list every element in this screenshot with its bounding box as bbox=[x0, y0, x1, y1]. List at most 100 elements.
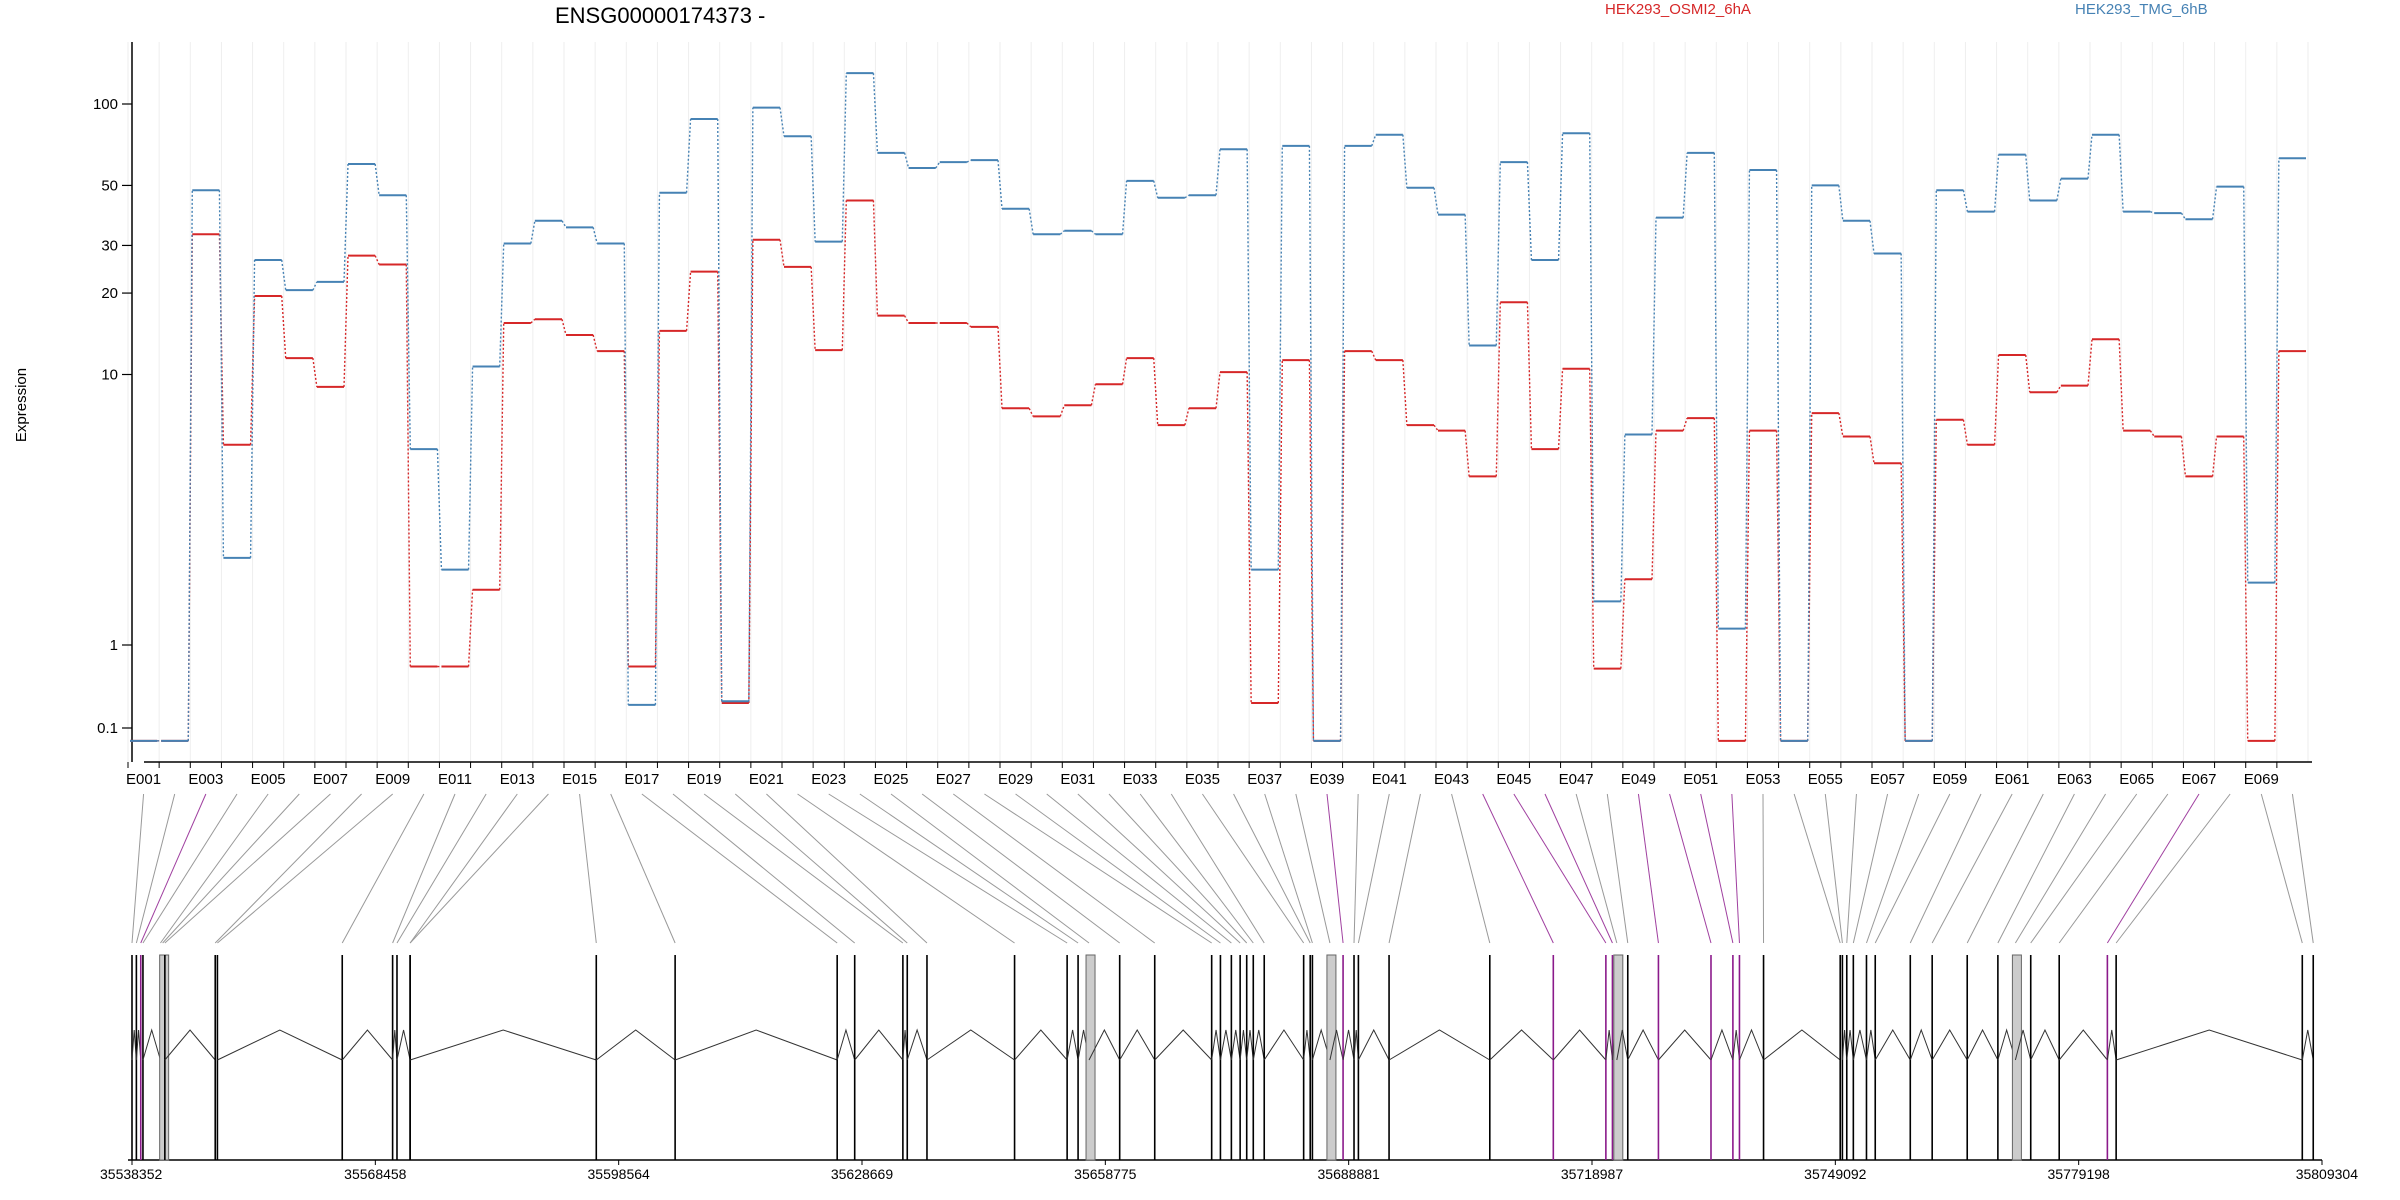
step-connector bbox=[218, 190, 225, 558]
step-connector bbox=[1869, 220, 1875, 254]
step-connector bbox=[935, 161, 941, 169]
step-connector bbox=[1713, 418, 1719, 741]
intron bbox=[1239, 1029, 1248, 1061]
intron bbox=[396, 1029, 411, 1061]
step-connector bbox=[1620, 579, 1626, 669]
intron bbox=[674, 1029, 838, 1061]
exon-connector bbox=[579, 793, 597, 944]
exon-connector bbox=[1077, 793, 1241, 944]
exon-connector bbox=[1170, 793, 1265, 944]
exon-connector bbox=[1575, 793, 1618, 944]
step-connector bbox=[467, 589, 474, 667]
step-connector bbox=[1121, 180, 1128, 235]
step-connector bbox=[1402, 360, 1408, 426]
step-connector bbox=[1807, 185, 1813, 741]
step-connector bbox=[1557, 368, 1564, 450]
exon-connector bbox=[1866, 793, 1920, 944]
exon-block bbox=[1326, 954, 1337, 1161]
exon-connector bbox=[1762, 793, 1765, 944]
step-connector bbox=[1308, 145, 1315, 741]
axes bbox=[131, 42, 2312, 763]
exon-connector bbox=[2106, 793, 2200, 944]
exon-connector bbox=[1015, 793, 1221, 944]
intron bbox=[854, 1029, 904, 1061]
step-connector bbox=[748, 239, 754, 704]
coord-label: 35779198 bbox=[2048, 1166, 2111, 1182]
step-connector bbox=[592, 334, 598, 352]
exon-connector bbox=[2014, 793, 2106, 944]
x-tick-label: E063 bbox=[2057, 771, 2092, 788]
step-connector bbox=[592, 227, 598, 244]
intron bbox=[1088, 1028, 1121, 1061]
step-connector bbox=[249, 296, 256, 445]
exon-connector bbox=[1606, 793, 1629, 944]
exon-connector bbox=[164, 793, 331, 944]
exon-connector bbox=[1482, 793, 1554, 944]
step-connector bbox=[374, 255, 380, 265]
step-connector bbox=[1775, 170, 1782, 741]
step-connector bbox=[1993, 355, 2000, 445]
x-tick-label: E021 bbox=[749, 771, 784, 788]
step-connector bbox=[872, 200, 879, 316]
step-connector bbox=[1495, 162, 1501, 346]
intron bbox=[1211, 1029, 1221, 1061]
x-tick-label: E047 bbox=[1559, 771, 1594, 788]
intron bbox=[1909, 1028, 1933, 1061]
step-connector bbox=[1526, 162, 1533, 261]
step-connector bbox=[966, 159, 972, 163]
step-connector bbox=[2274, 158, 2280, 583]
step-connector bbox=[1308, 360, 1315, 741]
intron bbox=[1616, 1029, 1629, 1061]
step-connector bbox=[1153, 180, 1159, 198]
intron bbox=[926, 1029, 1015, 1061]
step-connector bbox=[561, 319, 567, 336]
step-connector bbox=[1838, 185, 1844, 221]
intron bbox=[1252, 1029, 1265, 1061]
step-connector bbox=[1433, 187, 1439, 215]
intron bbox=[1357, 1028, 1390, 1061]
exon-connector bbox=[135, 793, 176, 944]
x-tick-label: E013 bbox=[500, 771, 535, 788]
intron bbox=[1119, 1029, 1156, 1061]
step-connector bbox=[1277, 145, 1283, 570]
intron bbox=[1329, 1029, 1344, 1061]
intron bbox=[1658, 1029, 1712, 1061]
intron bbox=[2301, 1029, 2314, 1061]
exon-connector bbox=[984, 793, 1212, 944]
coord-label: 35568458 bbox=[344, 1166, 407, 1182]
exon-connector bbox=[1544, 793, 1613, 944]
step-connector bbox=[1371, 350, 1377, 361]
intron bbox=[1552, 1029, 1607, 1061]
step-connector bbox=[685, 271, 692, 331]
step-connector bbox=[997, 160, 1003, 209]
exon-connector bbox=[921, 793, 1120, 944]
step-connector bbox=[1557, 133, 1564, 261]
step-connector bbox=[903, 152, 910, 169]
step-connector bbox=[779, 107, 785, 137]
intron bbox=[164, 1029, 216, 1061]
exon-connector bbox=[1931, 793, 2013, 944]
intron bbox=[409, 1029, 597, 1061]
exon-connector bbox=[2260, 793, 2303, 944]
step-connector bbox=[530, 318, 536, 324]
step-connector bbox=[1246, 372, 1252, 704]
exon-connector bbox=[214, 793, 362, 944]
step-connector bbox=[2180, 436, 2187, 477]
exon-connector bbox=[828, 793, 1068, 944]
step-connector bbox=[903, 315, 910, 324]
intron bbox=[2115, 1029, 2303, 1061]
x-tick-label: E065 bbox=[2119, 771, 2154, 788]
intron bbox=[1014, 1029, 1068, 1061]
coord-label: 35718987 bbox=[1561, 1166, 1624, 1182]
exon-connector bbox=[734, 793, 908, 944]
step-connector bbox=[779, 239, 785, 267]
intron bbox=[1489, 1029, 1554, 1061]
y-tick-label: 0.1 bbox=[97, 720, 118, 737]
exon-block bbox=[1613, 954, 1624, 1161]
x-tick-label: E011 bbox=[438, 771, 472, 788]
x-tick-label: E017 bbox=[624, 771, 659, 788]
intron bbox=[1230, 1029, 1241, 1061]
step-connector bbox=[1277, 360, 1283, 704]
exon-connector bbox=[1997, 793, 2075, 944]
